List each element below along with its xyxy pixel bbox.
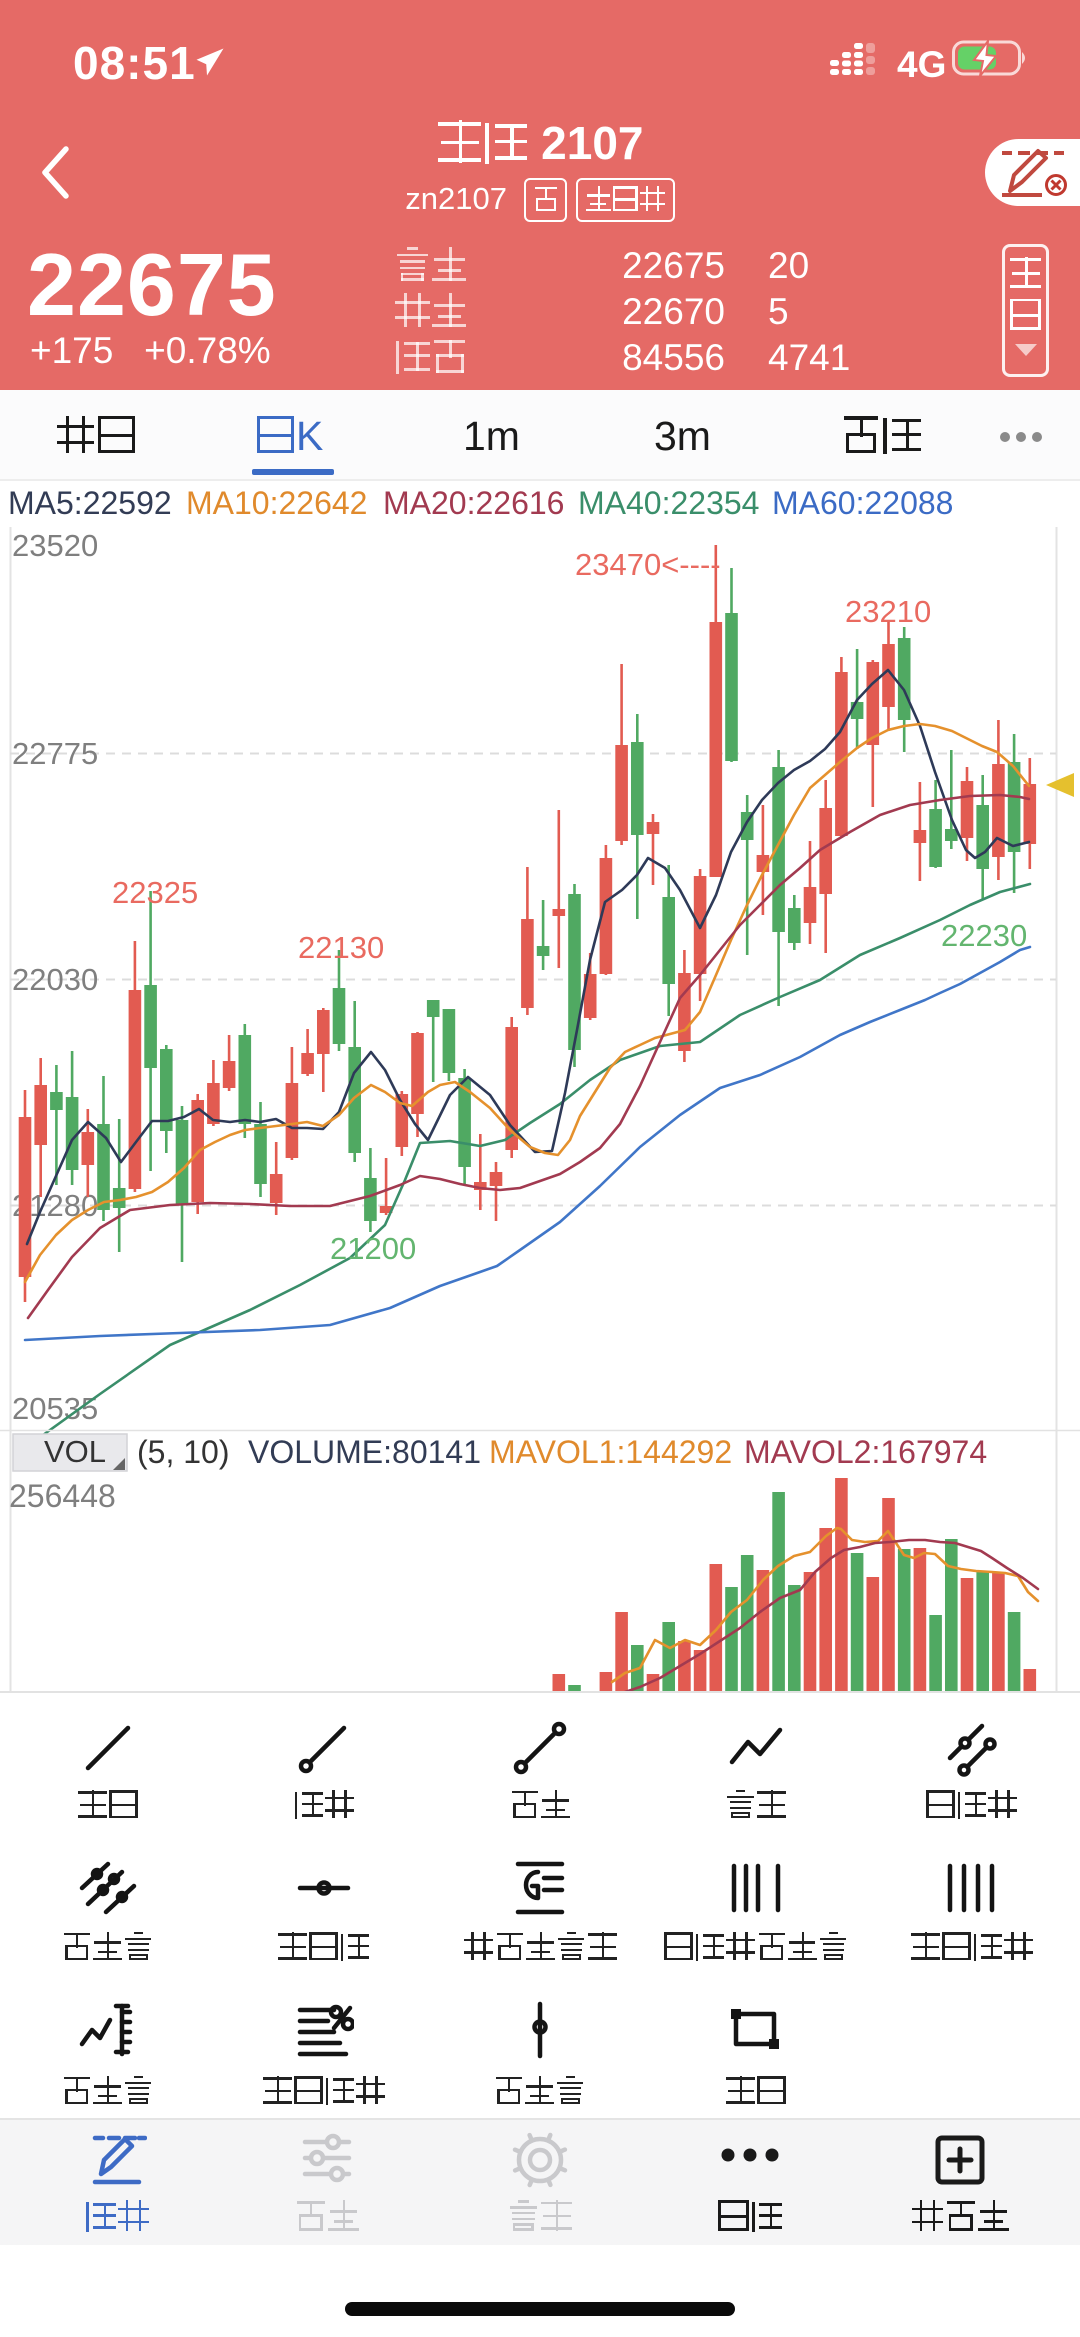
- svg-text:22130: 22130: [298, 930, 384, 965]
- svg-text:MAVOL2:167974: MAVOL2:167974: [744, 1434, 987, 1470]
- svg-text:22230: 22230: [941, 918, 1027, 953]
- svg-text:22030: 22030: [12, 962, 98, 997]
- svg-text:MA10:22642: MA10:22642: [186, 485, 367, 521]
- svg-text:22775: 22775: [12, 736, 98, 771]
- svg-text:MAVOL1:144292: MAVOL1:144292: [489, 1434, 732, 1470]
- svg-text:23210: 23210: [845, 594, 931, 629]
- svg-text:MA40:22354: MA40:22354: [578, 485, 759, 521]
- svg-text:21200: 21200: [330, 1231, 416, 1266]
- svg-text:(5, 10): (5, 10): [137, 1434, 229, 1470]
- svg-text:23520: 23520: [12, 528, 98, 563]
- svg-text:20535: 20535: [12, 1391, 98, 1426]
- svg-text:VOL: VOL: [44, 1434, 106, 1469]
- svg-text:MA60:22088: MA60:22088: [772, 485, 953, 521]
- svg-text:23470<----: 23470<----: [575, 547, 721, 582]
- svg-text:VOLUME:80141: VOLUME:80141: [248, 1434, 481, 1470]
- svg-text:22325: 22325: [112, 875, 198, 910]
- svg-text:MA20:22616: MA20:22616: [383, 485, 564, 521]
- svg-text:MA5:22592: MA5:22592: [8, 485, 172, 521]
- svg-text:256448: 256448: [9, 1478, 116, 1514]
